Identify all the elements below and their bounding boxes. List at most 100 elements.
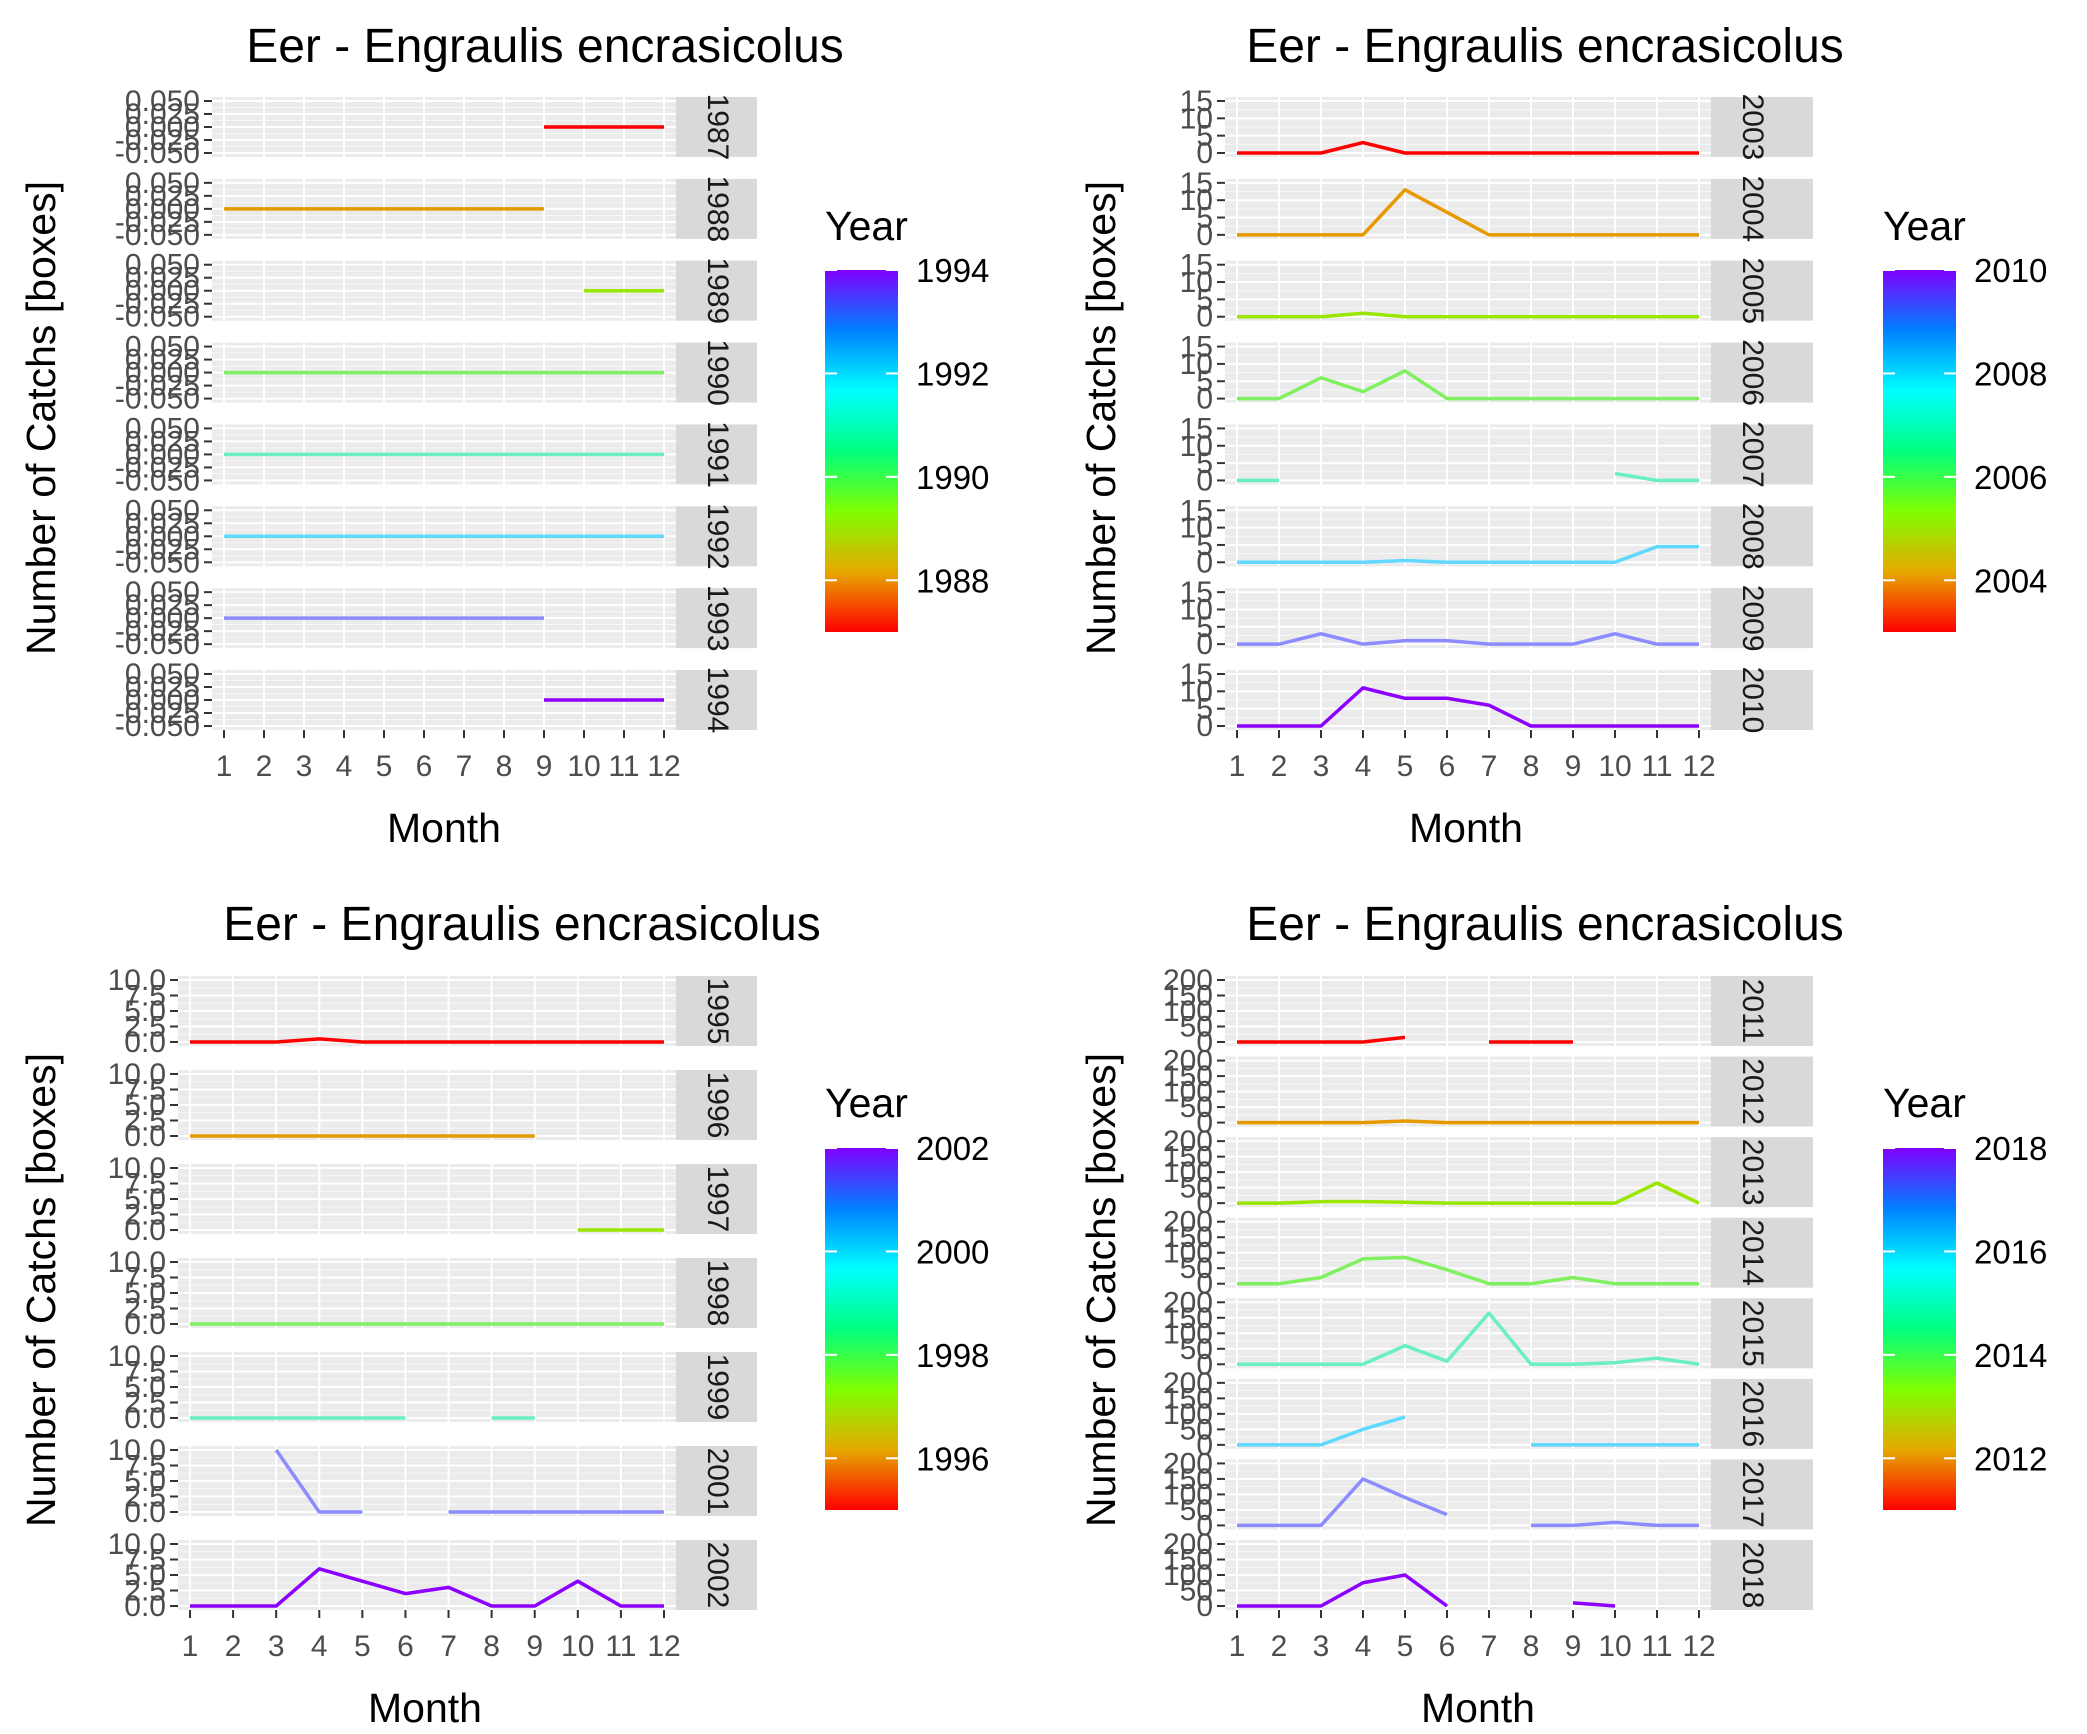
x-tick-label: 10 (561, 1630, 594, 1663)
legend-title: Year (825, 203, 908, 249)
y-tick-label: 200 (1163, 1367, 1213, 1400)
chart-title: Eer - Engraulis encrasicolus (223, 898, 821, 951)
facet-panel-2002: 0.02.55.07.510.0 2002 (108, 1528, 757, 1623)
y-tick-label: 0.050 (125, 331, 200, 364)
y-tick-label: 150 (1163, 1382, 1213, 1415)
facet-strip-label: 2013 (1736, 1139, 1769, 1206)
y-tick-label: 0.000 (125, 438, 200, 471)
y-tick-label: 100 (1163, 1237, 1213, 1270)
facet-strip-label: 1999 (701, 1354, 734, 1421)
y-tick-label: 0 (1196, 464, 1213, 497)
series-line-2008 (1237, 544, 1699, 565)
x-tick-label: 7 (456, 750, 473, 783)
y-tick-label: 0.050 (125, 85, 200, 118)
facet-panel-1996: 0.02.55.07.510.0 1996 (108, 1058, 757, 1153)
facet-strip (1711, 588, 1813, 649)
y-tick-label: -0.050 (115, 464, 200, 497)
y-tick-label: 0.025 (125, 425, 200, 458)
y-tick-label: 0 (1196, 1429, 1213, 1462)
x-tick-label: 6 (1439, 1630, 1456, 1663)
chart-3: Eer - Engraulis encrasicolus Number of Ca… (18, 898, 989, 1731)
y-tick-label: 15 (1180, 412, 1213, 445)
y-tick-label: -0.025 (115, 615, 200, 648)
y-tick-label: 200 (1163, 1125, 1213, 1158)
series-line-2018 (1572, 1601, 1616, 1608)
y-tick-label: -0.025 (115, 288, 200, 321)
facet-panel-1997: 0.02.55.07.510.0 1997 (108, 1152, 757, 1247)
legend-tick-label: 2002 (916, 1130, 989, 1167)
facet-strip-label: 2017 (1736, 1461, 1769, 1528)
x-tick-label: 6 (416, 750, 433, 783)
y-tick-label: 150 (1163, 1060, 1213, 1093)
y-tick-label: 10.0 (108, 1246, 166, 1279)
y-tick-label: -0.025 (115, 451, 200, 484)
x-tick-label: 2 (1271, 750, 1288, 783)
y-tick-label: 0.025 (125, 507, 200, 540)
facet-strip-label: 2016 (1736, 1380, 1769, 1447)
y-tick-label: 15 (1180, 494, 1213, 527)
y-tick-label: 0.025 (125, 344, 200, 377)
facet-strip (1711, 178, 1813, 239)
series-line-2009 (1237, 631, 1699, 646)
y-axis-title: Number of Catchs [boxes] (1078, 181, 1124, 655)
facet-strip-label: 1991 (701, 421, 734, 488)
y-tick-label: 50 (1180, 1252, 1213, 1285)
legend-tick-label: 1996 (916, 1440, 989, 1477)
y-tick-label: 0.000 (125, 602, 200, 635)
y-tick-label: 15 (1180, 331, 1213, 364)
x-axis-title: Month (387, 805, 501, 851)
y-tick-label: 2.5 (124, 1011, 166, 1044)
legend-tick-label: 1990 (916, 459, 989, 496)
y-tick-label: -0.025 (115, 124, 200, 157)
legend-title: Year (1883, 203, 1966, 249)
y-tick-label: 15 (1180, 658, 1213, 691)
y-tick-label: 5.0 (124, 1465, 166, 1498)
facet-strip-label: 2005 (1736, 257, 1769, 324)
y-tick-label: 0.0 (124, 1026, 166, 1059)
y-tick-label: 200 (1163, 1528, 1213, 1561)
facet-panel-1995: 0.02.55.07.510.0 1995 (108, 964, 757, 1059)
y-tick-label: 0.025 (125, 589, 200, 622)
facet-strip-label: 1998 (701, 1260, 734, 1327)
y-tick-label: 0.0 (124, 1120, 166, 1153)
legend-colorbar (1883, 270, 1956, 632)
x-tick-label: 7 (1481, 1630, 1498, 1663)
x-tick-label: 3 (1313, 750, 1330, 783)
facet-strip (676, 342, 757, 403)
y-tick-label: -0.050 (115, 383, 200, 416)
legend-title: Year (825, 1080, 908, 1126)
y-tick-label: 0.050 (125, 412, 200, 445)
y-tick-label: 0 (1196, 383, 1213, 416)
y-tick-label: 0 (1196, 1268, 1213, 1301)
y-tick-label: 0.000 (125, 111, 200, 144)
legend-tick-label: 2014 (1974, 1337, 2047, 1374)
y-tick-label: -0.050 (115, 628, 200, 661)
facet-strip (1711, 976, 1813, 1046)
chart-2: Eer - Engraulis encrasicolus Number of Ca… (1078, 20, 2047, 851)
y-tick-label: 0 (1196, 710, 1213, 743)
y-tick-label: 100 (1163, 995, 1213, 1028)
y-tick-label: 0 (1196, 219, 1213, 252)
facet-strip-label: 2014 (1736, 1219, 1769, 1286)
chart-4: Eer - Engraulis encrasicolus Number of Ca… (1078, 898, 2047, 1731)
y-tick-label: 0.000 (125, 684, 200, 717)
y-tick-label: 0 (1196, 1187, 1213, 1220)
facet-strip-label: 2002 (701, 1542, 734, 1609)
facet-strip (676, 1164, 757, 1234)
y-tick-label: 200 (1163, 1045, 1213, 1078)
legend-tick-label: 1998 (916, 1337, 989, 1374)
facet-strip (1711, 1137, 1813, 1208)
y-tick-label: 7.5 (124, 1168, 166, 1201)
facet-strip (676, 1258, 757, 1328)
series-line-2015 (1237, 1311, 1700, 1367)
y-tick-label: 0 (1196, 1590, 1213, 1623)
y-tick-label: -0.025 (115, 370, 200, 403)
y-tick-label: 50 (1180, 1011, 1213, 1044)
